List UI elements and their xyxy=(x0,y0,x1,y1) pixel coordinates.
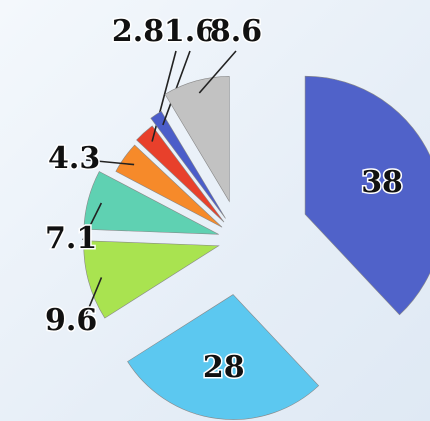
leader-line xyxy=(82,277,103,323)
data-label: 28 xyxy=(203,350,245,385)
pie-slice xyxy=(83,240,220,319)
leader-line xyxy=(85,159,135,166)
data-label: 8.6 xyxy=(210,14,262,49)
data-label: 1.6 xyxy=(164,14,216,49)
pie-slice xyxy=(115,144,223,228)
pie-slice xyxy=(150,110,226,219)
data-label: 4.3 xyxy=(48,141,100,176)
pie-slice xyxy=(136,125,225,223)
leader-line xyxy=(82,202,103,241)
data-label: 7.1 xyxy=(45,221,97,256)
pie-slice xyxy=(83,171,219,235)
leader-line xyxy=(198,50,237,94)
data-label: 9.6 xyxy=(45,303,97,338)
pie-slice xyxy=(164,76,230,203)
data-label: 38 xyxy=(361,165,403,200)
pie-slice xyxy=(304,75,430,316)
data-label: 2.8 xyxy=(112,14,164,49)
pie-slice xyxy=(127,294,320,420)
leader-line xyxy=(151,50,177,142)
